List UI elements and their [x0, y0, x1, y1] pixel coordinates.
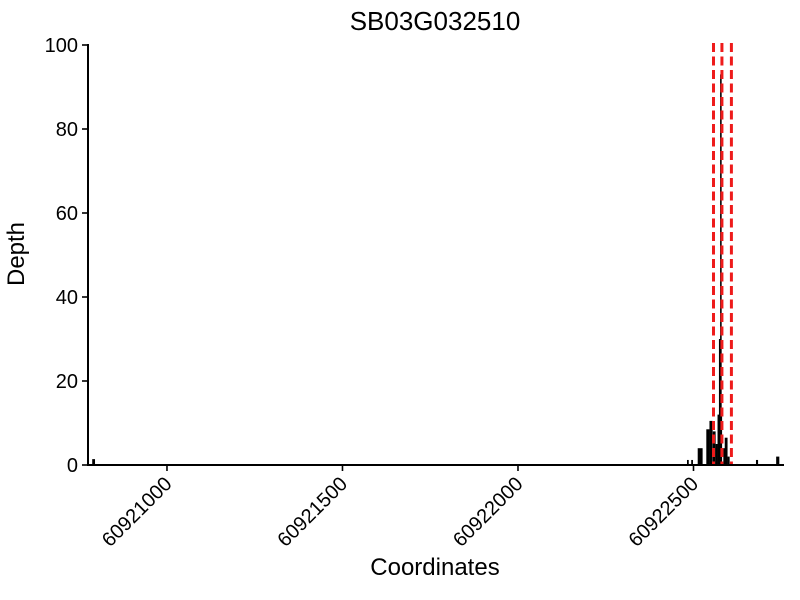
y-tick-label: 20	[56, 371, 78, 393]
coverage-bar	[691, 459, 693, 465]
x-tick-label: 60921000	[98, 473, 176, 551]
coverage-bar	[723, 448, 726, 465]
x-axis-label: Coordinates	[370, 554, 499, 581]
y-tick-label: 60	[56, 203, 78, 225]
y-tick-label: 80	[56, 119, 78, 141]
coverage-bar	[727, 456, 730, 465]
coverage-bar	[776, 456, 780, 465]
coverage-bar	[755, 459, 759, 465]
coverage-bar	[715, 444, 718, 465]
chart-title: SB03G032510	[350, 6, 521, 36]
y-axis-label: Depth	[3, 222, 30, 286]
x-axis-ticks: 60921000 60921500 60922000 60922500	[98, 465, 703, 551]
coverage-bar	[706, 429, 710, 465]
axis-spines	[87, 44, 784, 466]
coverage-bar	[686, 459, 689, 465]
x-tick-label: 60922000	[449, 473, 527, 551]
coverage-bars	[92, 74, 780, 466]
boundary-vlines	[712, 43, 733, 464]
x-tick-label: 60921500	[274, 473, 352, 551]
coverage-bar	[724, 437, 728, 465]
coverage-bar	[697, 448, 703, 465]
coverage-bar	[709, 420, 713, 465]
y-tick-label: 0	[67, 455, 78, 477]
y-axis-ticks: 0 20 40 60 80 100	[45, 35, 88, 477]
y-tick-label: 40	[56, 287, 78, 309]
coverage-bar	[92, 459, 96, 465]
axes	[87, 44, 784, 466]
x-tick-label: 60922500	[625, 473, 703, 551]
coverage-bar	[720, 74, 722, 466]
y-tick-label: 100	[45, 35, 78, 57]
